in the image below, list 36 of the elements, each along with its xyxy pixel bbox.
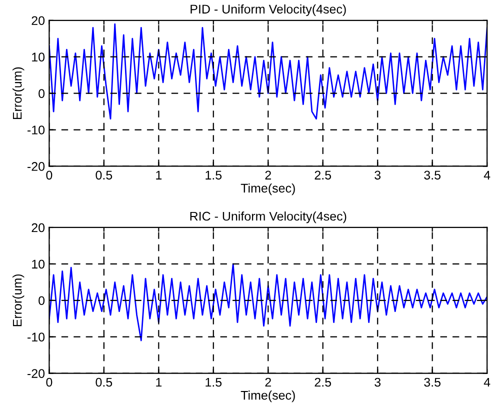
line-series (49, 263, 488, 342)
chart-title: RIC - Uniform Velocity(4sec) (190, 211, 346, 224)
x-axis-title: Time(sec) (240, 183, 295, 196)
x-tick-label: 4 (484, 170, 490, 180)
y-axis-title: Error(um) (12, 274, 24, 326)
y-tick-label: 0 (38, 296, 45, 306)
x-tick-label: 0.5 (96, 170, 112, 180)
x-tick-label: 0 (46, 378, 52, 387)
x-tick-label: 3 (374, 170, 381, 180)
x-axis-title: Time(sec) (240, 390, 295, 402)
y-tick-label: 10 (32, 260, 45, 269)
y-tick-label: -20 (28, 369, 45, 378)
x-tick-label: 1.5 (206, 170, 222, 180)
y-tick-label: 10 (32, 52, 45, 62)
x-tick-label: 3 (374, 378, 381, 387)
y-tick-label: -10 (28, 332, 45, 342)
y-tick-label: -10 (28, 126, 45, 134)
x-tick-label: 0.5 (96, 378, 112, 387)
x-tick-label: 2.5 (314, 378, 332, 387)
x-tick-label: 1.5 (206, 378, 222, 387)
chart-title: PID - Uniform Velocity(4sec) (190, 4, 346, 16)
y-axis-title: Error(um) (12, 67, 24, 120)
x-tick-label: 3.5 (424, 170, 441, 180)
x-tick-label: 2 (265, 170, 271, 180)
x-tick-label: 1 (156, 170, 162, 180)
y-tick-label: -20 (28, 162, 45, 171)
x-tick-label: 2 (265, 378, 271, 387)
x-tick-label: 1 (156, 378, 162, 387)
line-series (49, 23, 488, 120)
y-tick-label: 20 (32, 16, 45, 26)
y-tick-label: 0 (38, 89, 45, 98)
x-tick-label: 4 (484, 378, 490, 387)
x-tick-label: 2.5 (314, 170, 332, 180)
x-tick-label: 3.5 (424, 378, 441, 387)
x-tick-label: 0 (46, 170, 52, 180)
y-tick-label: 20 (32, 223, 45, 232)
